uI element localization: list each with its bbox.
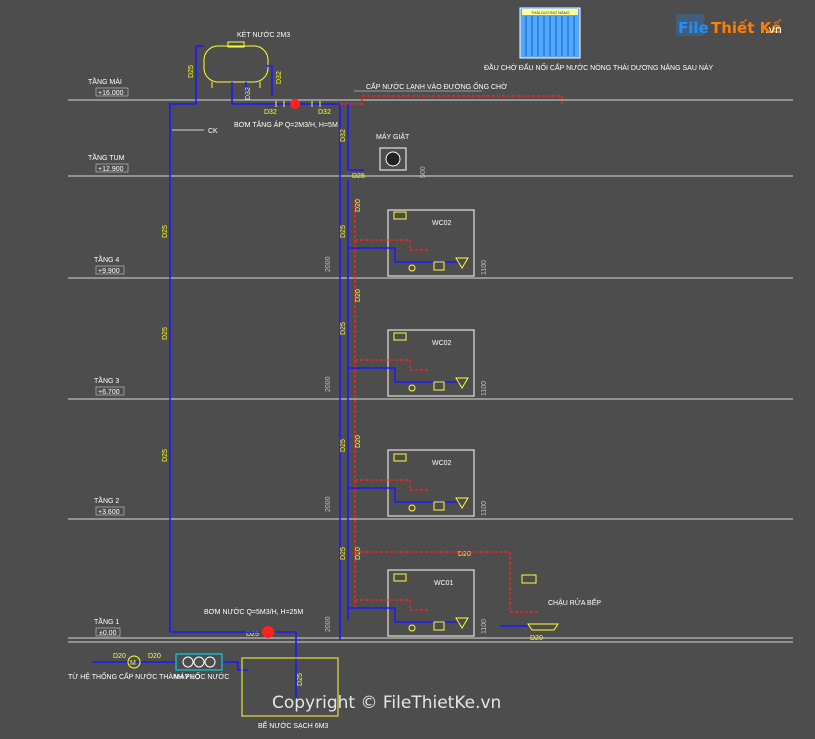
svg-text:500: 500 [420,166,427,178]
svg-text:D25: D25 [162,327,169,340]
water-filter: MÁY LỌC NƯỚC [174,653,229,681]
svg-text:.vn: .vn [765,23,782,36]
roof-piping [169,45,563,640]
svg-text:1100: 1100 [481,501,488,516]
clean-water-tank: BỂ NƯỚC SẠCH 6M3 [241,657,339,730]
svg-text:2000: 2000 [325,256,332,272]
washing-machine: MÁY GIẶT 500 [376,132,427,178]
svg-text:2000: 2000 [325,616,332,632]
water-meter: M [127,655,141,669]
level-tum-elev: +12.900 [98,166,124,173]
wc-blocks: WC02 2000 1100 WC02 2000 1100 WC02 [325,209,488,637]
svg-text:Thiết Kế: Thiết Kế [711,18,782,37]
kitchen-sink-label: CHẬU RỬA BẾP [548,597,601,607]
svg-text:D25: D25 [297,673,304,686]
svg-text:M: M [130,660,136,667]
level-labels: TẦNG MÁI +16.000 TẦNG TUM +12.900 TẦNG 4… [88,76,129,637]
solar-note: ĐẦU CHỜ ĐẤU NỐI CẤP NƯỚC NÓNG THÁI DƯƠNG… [484,62,714,72]
level-2-name: TẦNG 2 [94,495,119,505]
svg-text:D20: D20 [113,653,126,660]
kitchen-sink: CHẬU RỬA BẾP [355,551,601,631]
svg-text:D20: D20 [355,547,362,560]
booster-pump-label: BƠM TĂNG ÁP Q=2M3/H, H=5M [234,120,338,129]
svg-text:D20: D20 [530,635,543,642]
svg-text:D25: D25 [340,547,347,560]
water-filter-label: MÁY LỌC NƯỚC [174,672,229,681]
svg-text:1100: 1100 [481,381,488,396]
cold-supply-label: CẤP NƯỚC LẠNH VÀO ĐƯỜNG ỐNG CHỜ [366,81,507,91]
svg-text:D20: D20 [355,289,362,302]
svg-text:D32: D32 [340,129,347,142]
svg-text:D25: D25 [162,449,169,462]
level-3-elev: +6.700 [98,389,120,396]
main-pump-label: BƠM NƯỚC Q=5M3/H, H=25M [204,607,303,616]
roof-tank-label: KÉT NƯỚC 2M3 [237,30,290,39]
level-4-name: TẦNG 4 [94,254,119,264]
svg-text:D32: D32 [318,109,331,116]
site-logo: File Thiết Kế .vn [676,14,782,37]
floor-lines [68,99,793,643]
svg-text:D20: D20 [355,435,362,448]
booster-pump: BƠM TĂNG ÁP Q=2M3/H, H=5M [234,99,338,129]
level-tum-name: TẦNG TUM [88,152,125,162]
svg-text:D25: D25 [340,225,347,238]
ck-marker: CK [172,128,218,135]
city-supply-label: TỪ HỆ THỐNG CẤP NƯỚC THÀNH PHỐ [68,671,201,681]
svg-text:1100: 1100 [481,260,488,275]
svg-text:WC01: WC01 [434,580,454,587]
svg-text:File: File [678,19,709,37]
solar-panel-label: THÁI DƯƠNG NĂNG [531,10,570,15]
pipe-size-labels: D25 D25 D25 D25 D32 D32 D32 D32 D32 D25 … [113,65,543,686]
svg-text:D25: D25 [340,322,347,335]
level-roof-name: TẦNG MÁI [88,76,122,86]
svg-text:D32: D32 [276,71,283,84]
svg-text:WC02: WC02 [432,220,452,227]
ground-piping [92,631,297,700]
wc-block-2: WC02 2000 1100 [325,449,488,517]
level-1-name: TẦNG 1 [94,616,119,626]
svg-text:WC02: WC02 [432,340,452,347]
wc-block-3: WC02 2000 1100 [325,329,488,397]
svg-text:D20: D20 [355,199,362,212]
svg-text:D25: D25 [340,439,347,452]
clean-tank-label: BỂ NƯỚC SẠCH 6M3 [258,721,328,730]
level-3-name: TẦNG 3 [94,375,119,385]
washing-machine-label: MÁY GIẶT [376,132,410,141]
svg-text:D32: D32 [245,87,252,100]
svg-text:D25: D25 [188,65,195,78]
level-roof-elev: +16.000 [98,90,124,97]
level-4-elev: +9.900 [98,268,120,275]
svg-text:2000: 2000 [325,496,332,512]
wc-block-4: WC02 2000 1100 [325,209,488,277]
svg-text:D20: D20 [458,551,471,558]
copyright-watermark: Copyright © FileThietKe.vn [272,693,501,713]
svg-text:2000: 2000 [325,376,332,392]
svg-text:D32: D32 [264,109,277,116]
roof-tank: KÉT NƯỚC 2M3 [203,30,290,88]
ck-label: CK [208,128,218,135]
main-pump: BƠM NƯỚC Q=5M3/H, H=25M [204,607,303,638]
svg-text:1100: 1100 [481,619,488,634]
svg-text:D25: D25 [352,173,365,180]
svg-text:D25: D25 [246,631,259,638]
level-2-elev: +3.600 [98,509,120,516]
solar-panel: THÁI DƯƠNG NĂNG ĐẦU CHỜ ĐẤU NỐI CẤP NƯỚC… [484,7,714,72]
wc-block-1: WC01 2000 1100 [325,569,488,637]
svg-text:WC02: WC02 [432,460,452,467]
level-1-elev: ±0.00 [99,630,117,637]
svg-text:D25: D25 [162,225,169,238]
svg-text:D20: D20 [148,653,161,660]
